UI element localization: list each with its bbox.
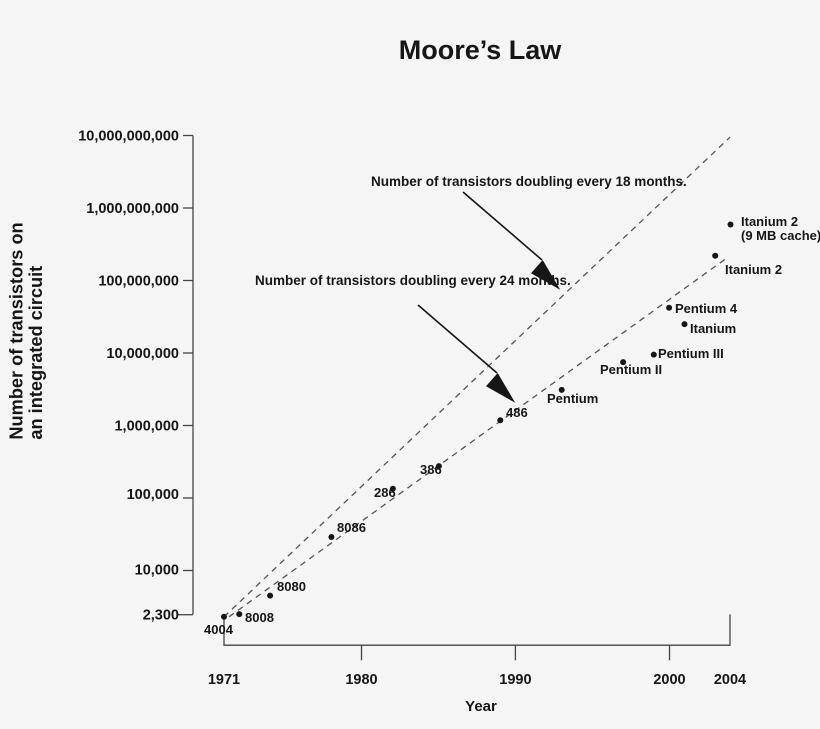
svg-text:100,000: 100,000 xyxy=(127,487,179,503)
svg-text:Pentium 4: Pentium 4 xyxy=(675,301,738,316)
svg-text:Itanium 2: Itanium 2 xyxy=(741,214,798,229)
svg-text:8008: 8008 xyxy=(245,610,274,625)
svg-text:1,000,000,000: 1,000,000,000 xyxy=(86,201,179,217)
svg-text:286: 286 xyxy=(374,485,396,500)
svg-text:an integrated circuit: an integrated circuit xyxy=(26,266,46,440)
svg-text:Number of transistors on: Number of transistors on xyxy=(7,222,27,439)
svg-text:Number of transistors doubling: Number of transistors doubling every 24 … xyxy=(255,273,571,288)
svg-text:2000: 2000 xyxy=(653,672,685,688)
svg-text:100,000,000: 100,000,000 xyxy=(98,274,179,290)
svg-text:Number of transistors doubling: Number of transistors doubling every 18 … xyxy=(371,174,687,189)
svg-text:Pentium III: Pentium III xyxy=(658,346,724,361)
svg-text:10,000,000,000: 10,000,000,000 xyxy=(78,129,179,145)
svg-text:Moore’s Law: Moore’s Law xyxy=(399,35,563,65)
svg-text:Itanium: Itanium xyxy=(690,321,736,336)
svg-text:1,000,000: 1,000,000 xyxy=(114,419,179,435)
svg-text:Year: Year xyxy=(465,698,497,715)
svg-text:386: 386 xyxy=(420,462,442,477)
svg-text:8086: 8086 xyxy=(337,520,366,535)
svg-text:Pentium: Pentium xyxy=(547,391,598,406)
svg-text:1980: 1980 xyxy=(345,672,377,688)
svg-text:486: 486 xyxy=(506,405,528,420)
svg-text:2,300: 2,300 xyxy=(143,607,179,623)
svg-text:Itanium 2: Itanium 2 xyxy=(725,262,782,277)
svg-text:(9 MB cache): (9 MB cache) xyxy=(741,228,820,243)
svg-text:10,000: 10,000 xyxy=(135,563,179,579)
svg-text:1990: 1990 xyxy=(499,672,531,688)
svg-text:2004: 2004 xyxy=(714,672,746,688)
svg-text:1971: 1971 xyxy=(208,672,240,688)
svg-text:Pentium II: Pentium II xyxy=(600,362,662,377)
svg-text:4004: 4004 xyxy=(204,622,234,637)
svg-text:8080: 8080 xyxy=(277,579,306,594)
svg-text:10,000,000: 10,000,000 xyxy=(106,346,179,362)
